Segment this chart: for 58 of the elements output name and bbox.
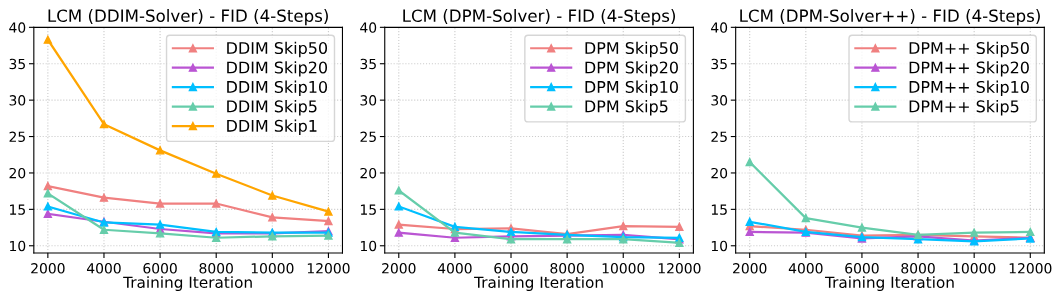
x-tick-label: 4000: [86, 263, 121, 274]
x-tick-label: 4000: [788, 263, 823, 274]
y-tick-label: 25: [9, 131, 25, 143]
y-tick-label: 30: [711, 95, 728, 106]
y-tick-label: 30: [360, 95, 377, 106]
x-tick-label: 8000: [901, 263, 935, 274]
y-tick-label: 10: [360, 240, 377, 252]
y-tick-label: 25: [711, 131, 727, 143]
legend-label: DDIM Skip10: [227, 80, 328, 97]
legend-label: DPM++ Skip50: [909, 41, 1029, 58]
x-tick-label: 10000: [251, 263, 294, 274]
x-tick-label: 6000: [143, 263, 177, 274]
x-tick-label: 6000: [494, 263, 528, 274]
x-tick-label: 10000: [953, 263, 996, 274]
legend-label: DDIM Skip5: [227, 100, 317, 116]
legend-label: DDIM Skip1: [227, 119, 317, 135]
y-tick-label: 20: [360, 167, 377, 179]
legend-label: DPM++ Skip20: [909, 61, 1029, 77]
legend-label: DPM Skip50: [585, 41, 678, 58]
legend-label: DPM Skip5: [585, 100, 668, 116]
legend-label: DPM++ Skip10: [909, 80, 1029, 97]
y-tick-label: 40: [9, 22, 26, 33]
x-axis-title: Training Iteration: [123, 276, 252, 291]
y-tick-label: 10: [10, 240, 26, 252]
chart-title: LCM (DPM-Solver++) - FID (4-Steps): [740, 9, 1040, 26]
chart-title: LCM (DPM-Solver) - FID (4-Steps): [403, 9, 676, 26]
x-tick-label: 4000: [437, 263, 472, 274]
x-tick-label: 12000: [1009, 263, 1052, 274]
x-tick-label: 10000: [602, 263, 645, 274]
y-tick-label: 30: [9, 95, 26, 106]
chart-title: LCM (DDIM-Solver) - FID (4-Steps): [48, 9, 328, 26]
y-tick-label: 15: [711, 204, 727, 215]
y-tick-label: 35: [711, 58, 727, 70]
legend-label: DDIM Skip20: [227, 61, 328, 77]
x-tick-label: 8000: [199, 263, 233, 274]
y-tick-label: 35: [9, 58, 25, 70]
x-tick-label: 2000: [31, 263, 65, 274]
y-tick-label: 15: [10, 204, 25, 215]
x-axis-title: Training Iteration: [474, 276, 603, 291]
y-tick-label: 15: [360, 204, 376, 215]
x-tick-label: 6000: [845, 263, 879, 274]
legend-label: DDIM Skip50: [227, 41, 328, 58]
x-tick-label: 12000: [307, 263, 350, 274]
y-tick-label: 40: [711, 22, 728, 33]
y-tick-label: 40: [360, 22, 377, 33]
legend-label: DPM Skip20: [585, 61, 678, 77]
y-tick-label: 10: [711, 240, 728, 252]
y-tick-label: 35: [360, 58, 376, 70]
x-tick-label: 12000: [658, 263, 701, 274]
legend-label: DPM++ Skip5: [909, 100, 1019, 116]
x-tick-label: 8000: [550, 263, 584, 274]
legend-label: DPM Skip10: [585, 80, 678, 97]
x-axis-title: Training Iteration: [824, 276, 954, 291]
y-tick-label: 25: [360, 131, 376, 143]
x-tick-label: 2000: [382, 263, 416, 274]
y-tick-label: 20: [711, 167, 728, 179]
y-tick-label: 20: [9, 167, 26, 179]
x-tick-label: 2000: [733, 263, 767, 274]
